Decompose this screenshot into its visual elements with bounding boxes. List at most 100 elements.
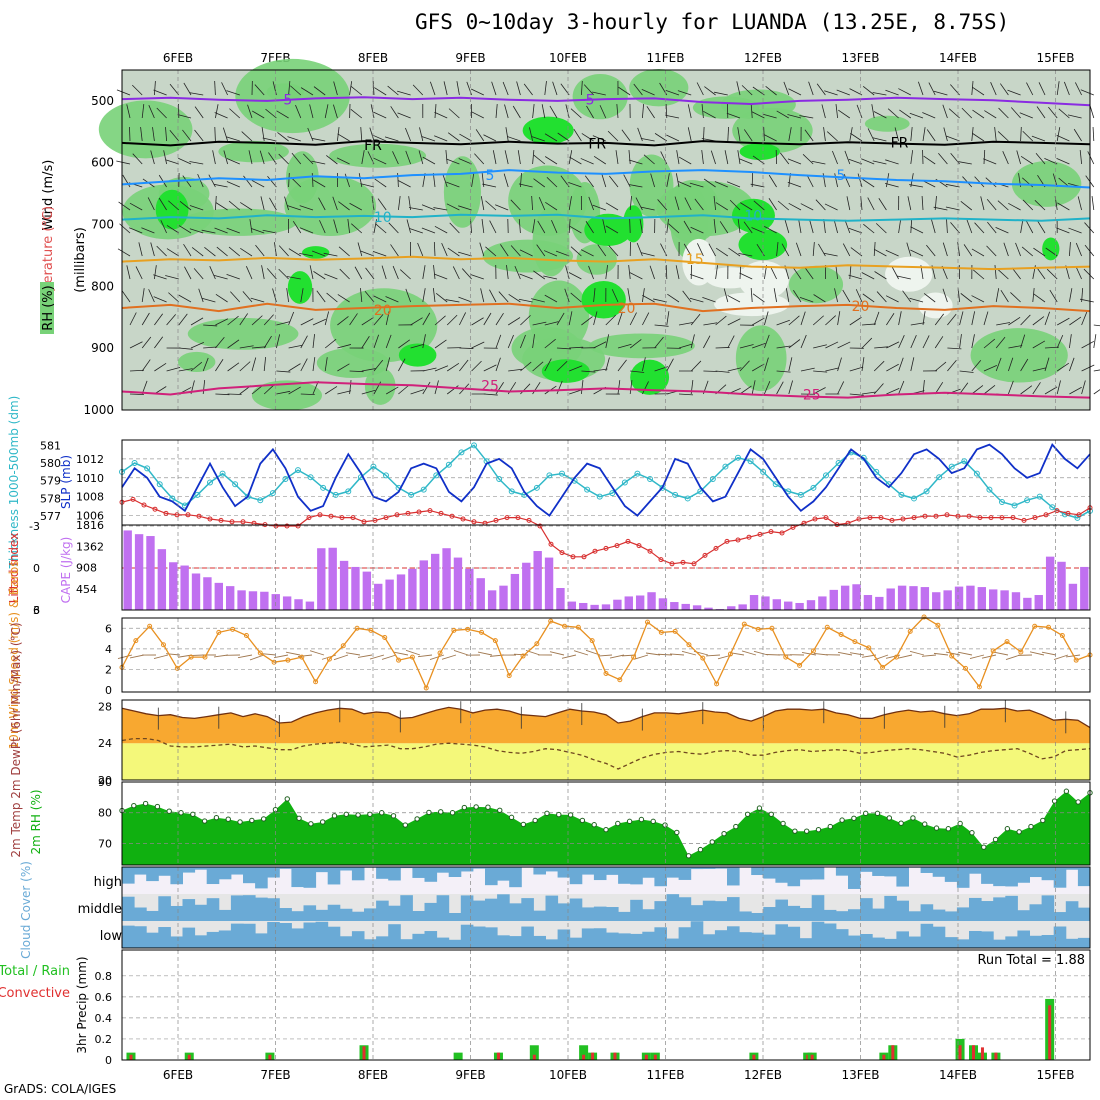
pressure-axis-label: (millibars) (73, 227, 88, 293)
wind-barb (1008, 380, 1014, 395)
wind-barb (226, 90, 240, 96)
wind-barb (312, 318, 326, 326)
wind-barb (251, 110, 265, 119)
wind-barb (642, 294, 655, 303)
wind-barb (697, 243, 704, 257)
cloud-cover-bar (134, 907, 147, 921)
wind-barb (639, 219, 643, 234)
wind-barb (834, 288, 838, 303)
thickness-tick-label: 578 (40, 492, 61, 505)
wind-barb (983, 385, 996, 395)
cloud-cover-bar (412, 911, 425, 921)
wind-barb (945, 206, 960, 211)
surface-wind-barb (1029, 651, 1045, 656)
wind-barb (995, 357, 1002, 372)
wind-barb (532, 219, 536, 234)
wind-barb (226, 274, 240, 280)
wind-barb (337, 316, 349, 326)
surface-wind-barb (249, 654, 265, 661)
wind-barb (984, 110, 997, 119)
wind-barb (178, 225, 192, 234)
wind-speed-marker (838, 631, 844, 637)
wind-barb (601, 173, 607, 188)
wind-barb (385, 311, 390, 326)
lifted-index-marker (603, 545, 609, 551)
wind-barb (630, 370, 645, 373)
wind-barb (1026, 82, 1034, 96)
wind-barb (189, 205, 204, 211)
cloud-cover-bar (122, 867, 135, 884)
wind-barb (492, 150, 497, 165)
wind-barb (458, 205, 472, 211)
wind-barb (1080, 298, 1094, 303)
temperature-fill (122, 707, 1090, 744)
cloud-cover-bar (1077, 907, 1091, 921)
wind-barb (449, 222, 460, 234)
wind-barb (643, 154, 655, 165)
wind-barb (776, 345, 791, 349)
thickness-marker (584, 486, 591, 493)
wind-barb (212, 150, 216, 165)
temperature-line (121, 706, 1091, 729)
cape-bar (897, 585, 907, 610)
wind-barb (364, 290, 375, 303)
cloud-cover-axis-label: Cloud Cover (%) (19, 861, 33, 959)
cape-bar (146, 536, 155, 610)
wind-barb (458, 296, 472, 303)
thickness-marker (621, 479, 628, 486)
wind-barb (753, 200, 765, 211)
cape-bar (157, 549, 167, 610)
cloud-cover-bar (630, 933, 643, 948)
rh2m-marker (815, 826, 822, 833)
wind-barb (971, 81, 974, 96)
rh2m-marker (1075, 799, 1081, 805)
wind-barb (434, 339, 447, 349)
cloud-cover-bar (944, 867, 958, 882)
wind-barb (286, 276, 301, 280)
temperature-dewpoint-axis-label: 2m Temp 2m DewPt (6hr Min/Max) (°C) (9, 622, 23, 857)
precip-convective-legend: Convective (0, 986, 70, 1001)
date-label-top: 10FEB (549, 51, 587, 65)
wind-barb (422, 312, 431, 326)
wind-barb (290, 85, 302, 96)
lifted-index-marker (218, 517, 224, 523)
wind-barb (313, 271, 326, 280)
wind-barb (862, 293, 875, 303)
cloud-cover-bar (170, 936, 183, 948)
cloud-cover-bar (969, 867, 982, 874)
rh2m-marker (142, 800, 149, 807)
wind-barb (971, 248, 985, 257)
thickness-marker (307, 474, 314, 481)
cloud-cover-bar (787, 867, 801, 887)
cloud-cover-bar (581, 907, 595, 921)
wind-barb (1032, 382, 1041, 395)
rh2m-marker (438, 809, 444, 815)
rh-saturated-patch (739, 143, 780, 160)
wind-barb (910, 226, 924, 234)
wind-barb (446, 181, 460, 188)
wind-barb (556, 380, 563, 395)
wind-barb (247, 104, 253, 119)
wind-speed-marker (1032, 623, 1038, 629)
lifted-index-marker (757, 531, 763, 537)
wind-barb (262, 137, 277, 142)
date-label-top: 15FEB (1037, 51, 1075, 65)
cloud-cover-bar (400, 867, 413, 869)
wind-barb (811, 160, 826, 165)
thickness-marker (923, 488, 930, 495)
lifted-axis-label: Lifted Index (7, 533, 21, 604)
cape-bar (772, 599, 782, 610)
wind-barb (701, 104, 704, 119)
wind-barb (676, 150, 680, 165)
wind-barb (1056, 158, 1070, 165)
wind-barb (177, 114, 192, 119)
wind-barb (504, 104, 509, 119)
thickness-axis-label: Thickness 1000-500mb (dm) (7, 396, 21, 570)
surface-wind-barb (285, 651, 301, 656)
cloud-cover-bar (654, 867, 667, 887)
wind-barb (265, 108, 277, 119)
wind-barb (825, 341, 839, 349)
wind-barb (1068, 227, 1082, 234)
wind-barb (556, 312, 565, 326)
cloud-cover-bar (630, 899, 643, 921)
